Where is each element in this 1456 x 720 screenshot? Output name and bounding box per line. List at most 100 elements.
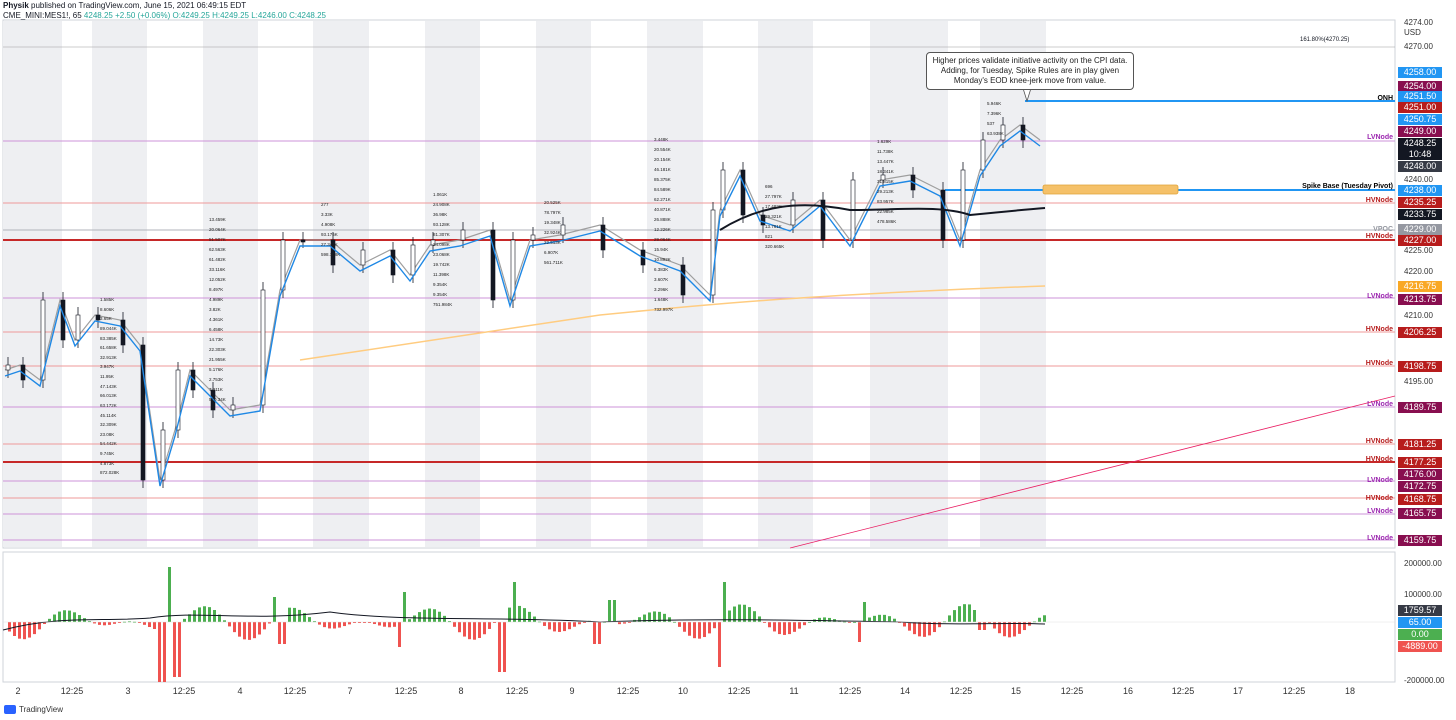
publisher-name: Physik	[3, 1, 29, 10]
price-axis-top-tick: 4274.00	[1404, 18, 1433, 27]
volume-bar	[68, 610, 71, 622]
volume-bar	[728, 610, 731, 622]
time-axis-label: 12:25	[838, 686, 862, 696]
volume-profile-value: 1.648K	[654, 297, 669, 302]
price-tag: 4238.00	[1398, 185, 1442, 196]
symbol-line: CME_MINI:MES1!, 65 4248.25 +2.50 (+0.06%…	[3, 11, 326, 21]
high-value: H:4249.25	[212, 11, 249, 20]
volume-profile-value: 63.938K	[987, 131, 1004, 136]
volume-bar	[188, 614, 191, 622]
publish-line: Physik published on TradingView.com, Jun…	[3, 1, 246, 11]
volume-profile-value: 696	[765, 184, 773, 189]
volume-bar	[508, 607, 511, 622]
volume-bar	[148, 622, 151, 628]
volume-profile-value: 51.507K	[209, 237, 226, 242]
candle-body	[230, 404, 236, 411]
volume-profile-value: 2.753K	[209, 377, 224, 382]
volume-bar	[993, 622, 996, 629]
annotation-callout[interactable]: Higher prices validate initiative activi…	[926, 52, 1134, 90]
volume-bar	[618, 622, 621, 625]
volume-bar	[518, 605, 521, 622]
volume-profile-value: 26.888K	[654, 217, 671, 222]
volume-bar	[23, 622, 26, 640]
volume-profile-value: 47.143K	[100, 383, 117, 389]
session-band	[3, 21, 62, 547]
volume-bar	[183, 618, 186, 622]
volume-bar	[358, 622, 361, 623]
price-tag: 4248.25	[1398, 138, 1442, 149]
volume-bar	[418, 612, 421, 622]
volume-bar	[328, 622, 331, 629]
volume-profile-value: 89.044K	[100, 325, 117, 331]
candle-body	[760, 214, 766, 226]
volume-bar	[248, 622, 251, 640]
volume-profile-value: 9.354K	[433, 292, 448, 297]
volume-profile-value: 561.711K	[544, 260, 563, 265]
volume-bar	[73, 612, 76, 622]
candle-body	[560, 224, 566, 236]
volume-profile-value: 11.398K	[433, 272, 450, 277]
volume-bar	[478, 622, 481, 638]
volume-bar	[128, 621, 131, 623]
price-axis-tick: 4270.00	[1404, 42, 1433, 51]
close-value: C:4248.25	[289, 11, 326, 20]
fib-extension-label: 161.80%(4270.25)	[1300, 37, 1350, 43]
level-label: HVNode	[1365, 438, 1393, 445]
volume-profile-value: 10.892K	[654, 257, 671, 262]
candle-body	[940, 189, 946, 241]
session-band	[203, 21, 258, 547]
volume-profile-value: 29.064K	[654, 237, 671, 242]
volume-bar	[58, 611, 61, 622]
volume-bar	[1043, 615, 1046, 622]
tradingview-logo[interactable]: TradingView	[4, 705, 63, 714]
volume-profile-value: 6.383K	[654, 267, 669, 272]
volume-profile-value: 821	[765, 234, 773, 239]
volume-bar	[168, 567, 171, 622]
volume-profile-value: 19.742K	[433, 262, 450, 267]
candle-body	[60, 299, 66, 341]
volume-profile-value: 23.08K	[100, 431, 115, 437]
volume-profile-value: 22.985K	[877, 209, 894, 214]
volume-bar	[18, 622, 21, 639]
level-label: LVNode	[1367, 134, 1393, 141]
volume-bar	[288, 607, 291, 622]
volume-bar	[638, 617, 641, 622]
symbol-name[interactable]: CME_MINI:MES1!, 65	[3, 11, 82, 20]
price-axis-tick: 4225.00	[1404, 246, 1433, 255]
volume-bar	[748, 607, 751, 622]
volume-bar	[908, 622, 911, 631]
price-tag: 4251.50	[1398, 91, 1442, 102]
price-tag: 4168.75	[1398, 494, 1442, 505]
volume-bar	[98, 622, 101, 625]
volume-bar	[238, 622, 241, 637]
volume-bar	[253, 622, 256, 639]
volume-bar	[828, 617, 831, 622]
volume-profile-value: 6.907K	[544, 250, 559, 255]
session-band	[425, 21, 480, 547]
candle-body	[430, 239, 436, 246]
volume-bar	[363, 622, 366, 623]
volume-bar	[303, 613, 306, 622]
volume-profile-value: 13.447K	[877, 159, 894, 164]
volume-bar	[353, 622, 356, 623]
volume-bar	[473, 622, 476, 640]
candle-body	[790, 199, 796, 226]
volume-profile-value: 1.585K	[100, 297, 115, 302]
volume-bar	[788, 622, 791, 635]
level-label: HVNode	[1365, 360, 1393, 367]
volume-profile-value: 20.554K	[654, 147, 671, 152]
price-axis-currency: USD	[1404, 28, 1421, 37]
price-axis-tick: 4220.00	[1404, 267, 1433, 276]
volume-bar	[763, 622, 766, 623]
volume-bar	[673, 621, 676, 623]
volume-bar	[758, 616, 761, 622]
price-tag: 4227.00	[1398, 235, 1442, 246]
volume-profile-value: 570.34K	[209, 397, 226, 402]
volume-bar	[648, 612, 651, 622]
candle-body	[75, 314, 81, 341]
volume-bar	[823, 617, 826, 622]
level-label: VPOC	[1373, 226, 1393, 233]
level-label: ONH	[1377, 95, 1393, 102]
volume-bar	[573, 622, 576, 627]
